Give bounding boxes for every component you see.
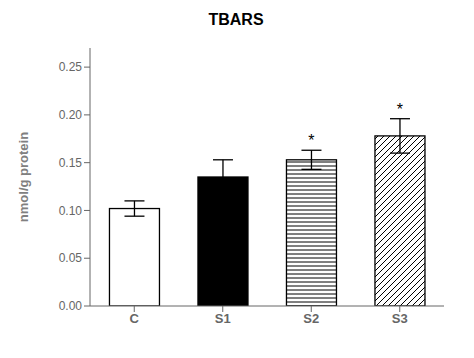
html-text:TBARS: TBARS [208, 11, 264, 28]
svg-text:0.00: 0.00 [59, 299, 83, 313]
svg-text:0.20: 0.20 [59, 108, 83, 122]
svg-text:S1: S1 [215, 311, 231, 326]
svg-text:0.05: 0.05 [59, 251, 83, 265]
svg-text:S2: S2 [303, 311, 319, 326]
svg-text:nmol/g protein: nmol/g protein [16, 132, 31, 222]
svg-text:C: C [130, 311, 140, 326]
svg-text:0.25: 0.25 [59, 60, 83, 74]
svg-text:*: * [308, 132, 314, 149]
svg-text:0.15: 0.15 [59, 156, 83, 170]
svg-text:*: * [397, 101, 403, 118]
svg-text:0.10: 0.10 [59, 204, 83, 218]
svg-text:S3: S3 [392, 311, 408, 326]
